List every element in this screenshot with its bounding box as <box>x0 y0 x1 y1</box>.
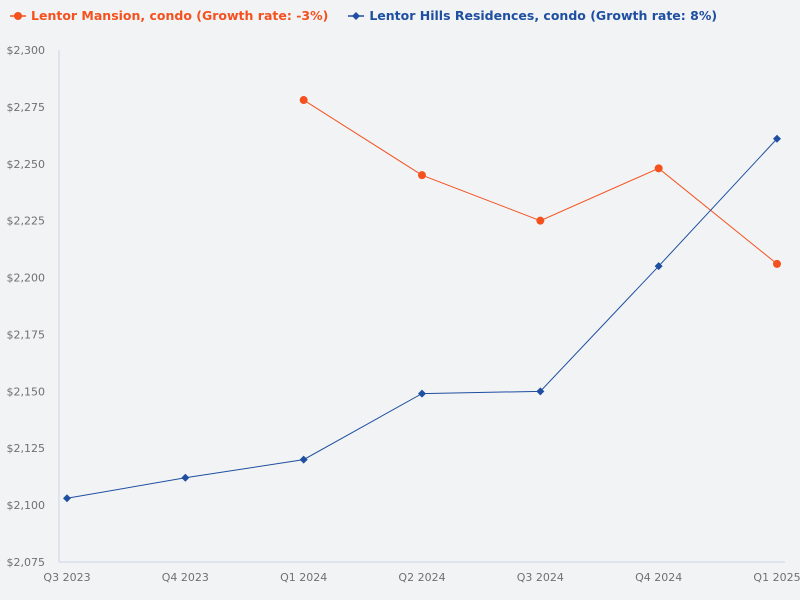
x-tick-label: Q4 2024 <box>635 571 682 584</box>
chart-legend: Lentor Mansion, condo (Growth rate: -3%)… <box>10 8 737 23</box>
y-tick-label: $2,250 <box>7 158 46 171</box>
data-point[interactable] <box>181 473 190 482</box>
legend-label: Lentor Hills Residences, condo (Growth r… <box>369 8 718 23</box>
x-tick-label: Q4 2023 <box>162 571 209 584</box>
data-point[interactable] <box>536 216 545 225</box>
x-tick-label: Q2 2024 <box>398 571 445 584</box>
legend-item-lentor-hills[interactable]: Lentor Hills Residences, condo (Growth r… <box>348 8 717 23</box>
data-point[interactable] <box>773 259 781 268</box>
x-tick-label: Q3 2024 <box>517 571 564 584</box>
chart-axes <box>58 50 785 563</box>
data-point[interactable] <box>63 494 71 503</box>
series-line <box>303 99 778 265</box>
circle-marker-icon <box>10 11 26 20</box>
chart-series <box>63 96 781 503</box>
legend-label: Lentor Mansion, condo (Growth rate: -3%) <box>31 8 329 23</box>
data-point[interactable] <box>654 262 663 271</box>
series-lentor-mansion <box>299 96 781 268</box>
y-tick-label: $2,075 <box>7 556 46 569</box>
y-axis-labels: $2,075 $2,100 $2,125 $2,150 $2,175 $2,200 $2,2… <box>7 44 46 569</box>
y-tick-label: $2,100 <box>7 499 46 512</box>
y-tick-label: $2,225 <box>7 215 46 228</box>
y-tick-label: $2,125 <box>7 442 46 455</box>
diamond-marker-icon <box>348 11 365 20</box>
x-tick-label: Q3 2023 <box>43 571 90 584</box>
data-point[interactable] <box>773 134 781 143</box>
data-point[interactable] <box>418 389 426 398</box>
y-tick-label: $2,150 <box>7 385 46 398</box>
x-tick-label: Q1 2025 <box>753 571 800 584</box>
y-tick-label: $2,275 <box>7 101 46 114</box>
series-lentor-hills <box>63 134 781 503</box>
y-tick-label: $2,175 <box>7 328 46 341</box>
legend-item-lentor-mansion[interactable]: Lentor Mansion, condo (Growth rate: -3%) <box>10 8 328 23</box>
data-point[interactable] <box>536 387 545 396</box>
data-point[interactable] <box>418 171 426 180</box>
series-line <box>66 138 778 499</box>
data-point[interactable] <box>299 455 308 464</box>
data-point[interactable] <box>299 96 308 105</box>
y-tick-label: $2,200 <box>7 272 46 285</box>
data-point[interactable] <box>654 164 663 173</box>
x-tick-label: Q1 2024 <box>280 571 327 584</box>
y-tick-label: $2,300 <box>7 44 46 57</box>
x-axis-labels: Q3 2023 Q4 2023 Q1 2024 Q2 2024 Q3 2024 Q4 20… <box>43 571 800 584</box>
